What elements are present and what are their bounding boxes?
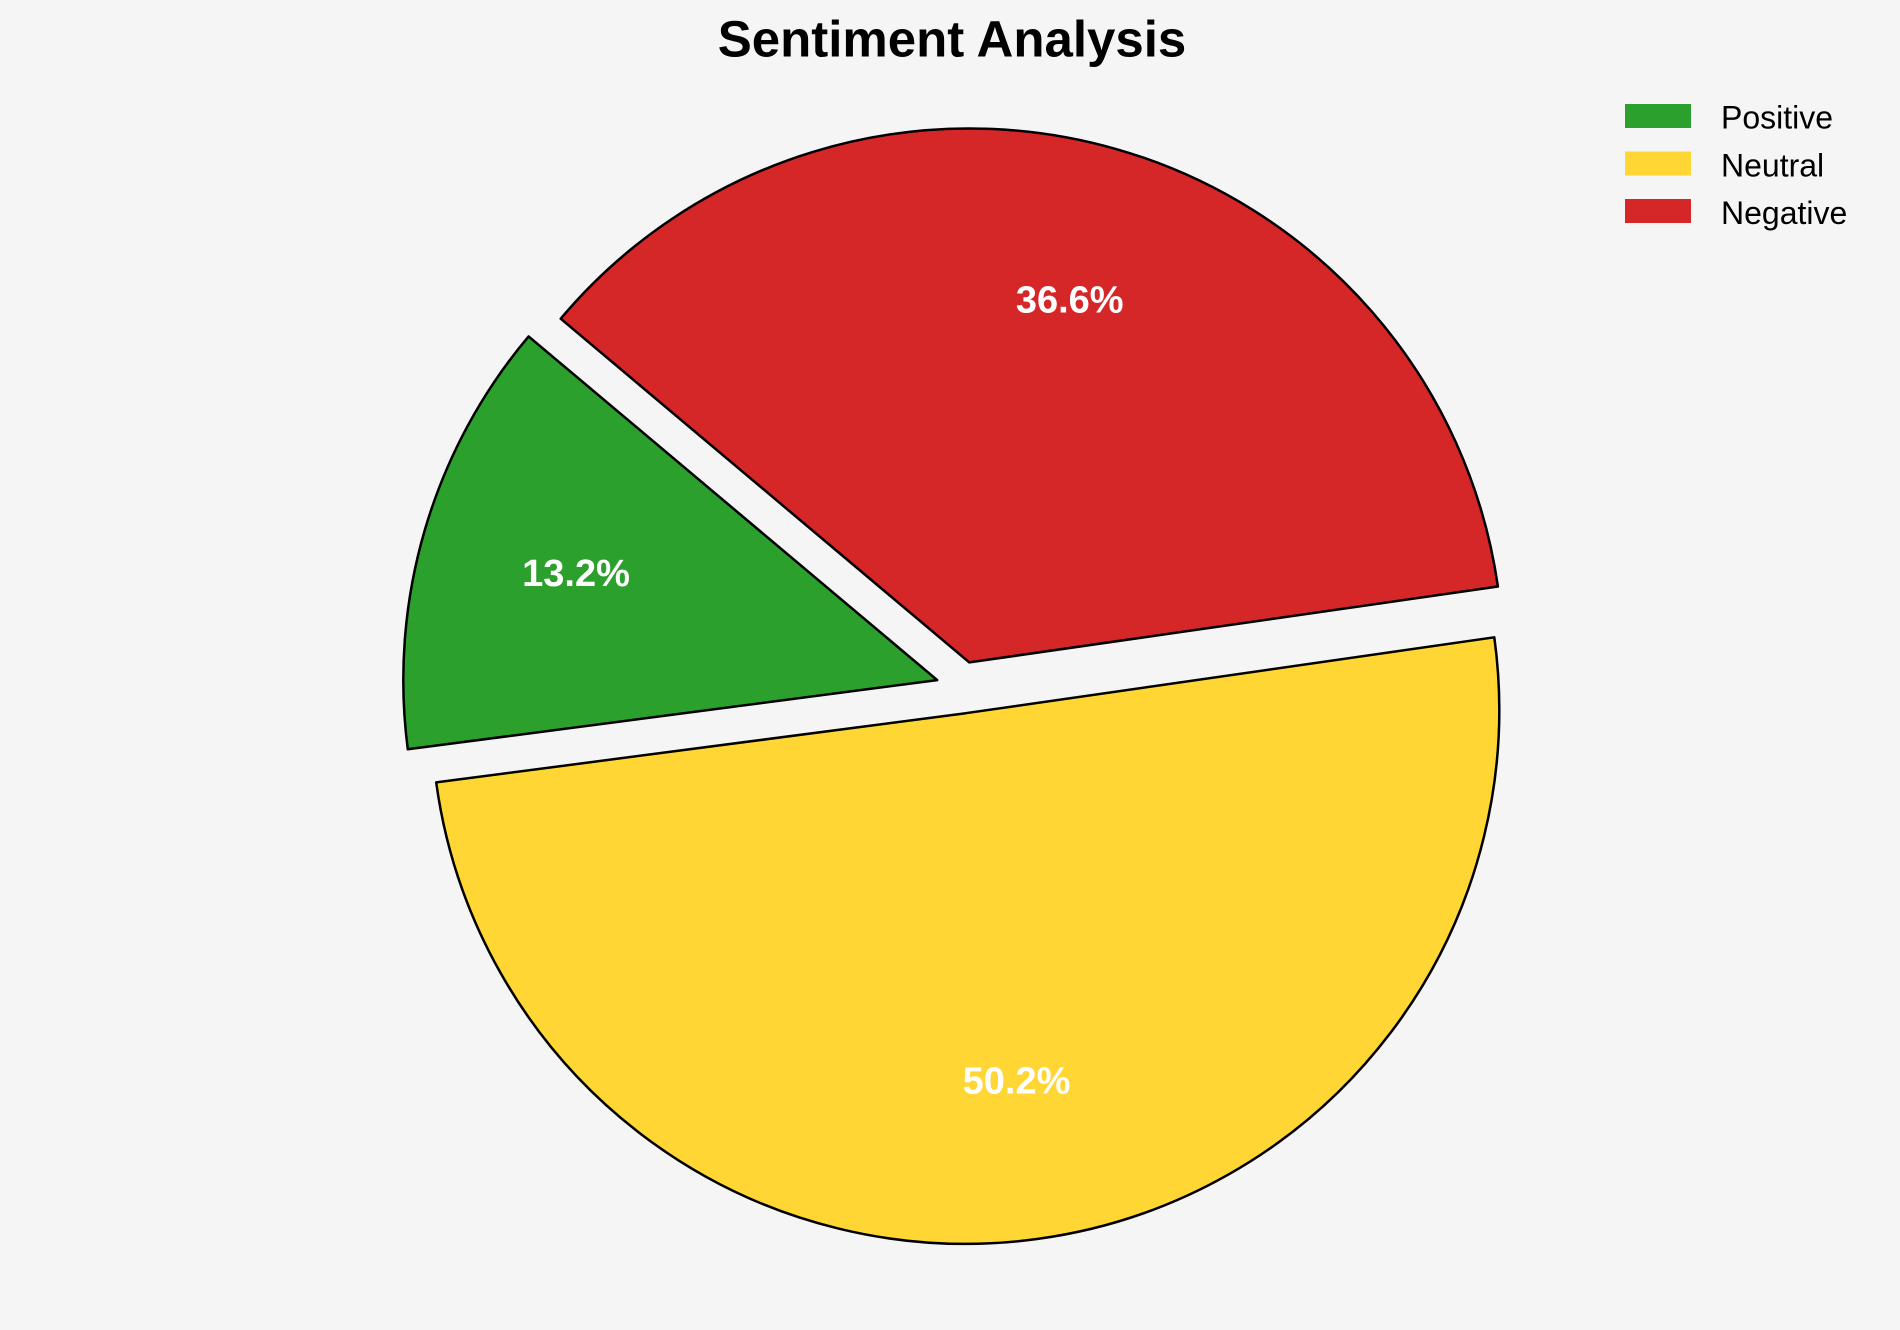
svg-text:Sentiment Analysis: Sentiment Analysis — [718, 11, 1187, 68]
svg-text:Negative: Negative — [1721, 195, 1847, 231]
svg-text:36.6%: 36.6% — [1016, 279, 1124, 321]
svg-text:Positive: Positive — [1721, 100, 1833, 136]
svg-text:50.2%: 50.2% — [963, 1061, 1071, 1103]
svg-text:Neutral: Neutral — [1721, 147, 1824, 183]
svg-text:13.2%: 13.2% — [522, 553, 630, 595]
